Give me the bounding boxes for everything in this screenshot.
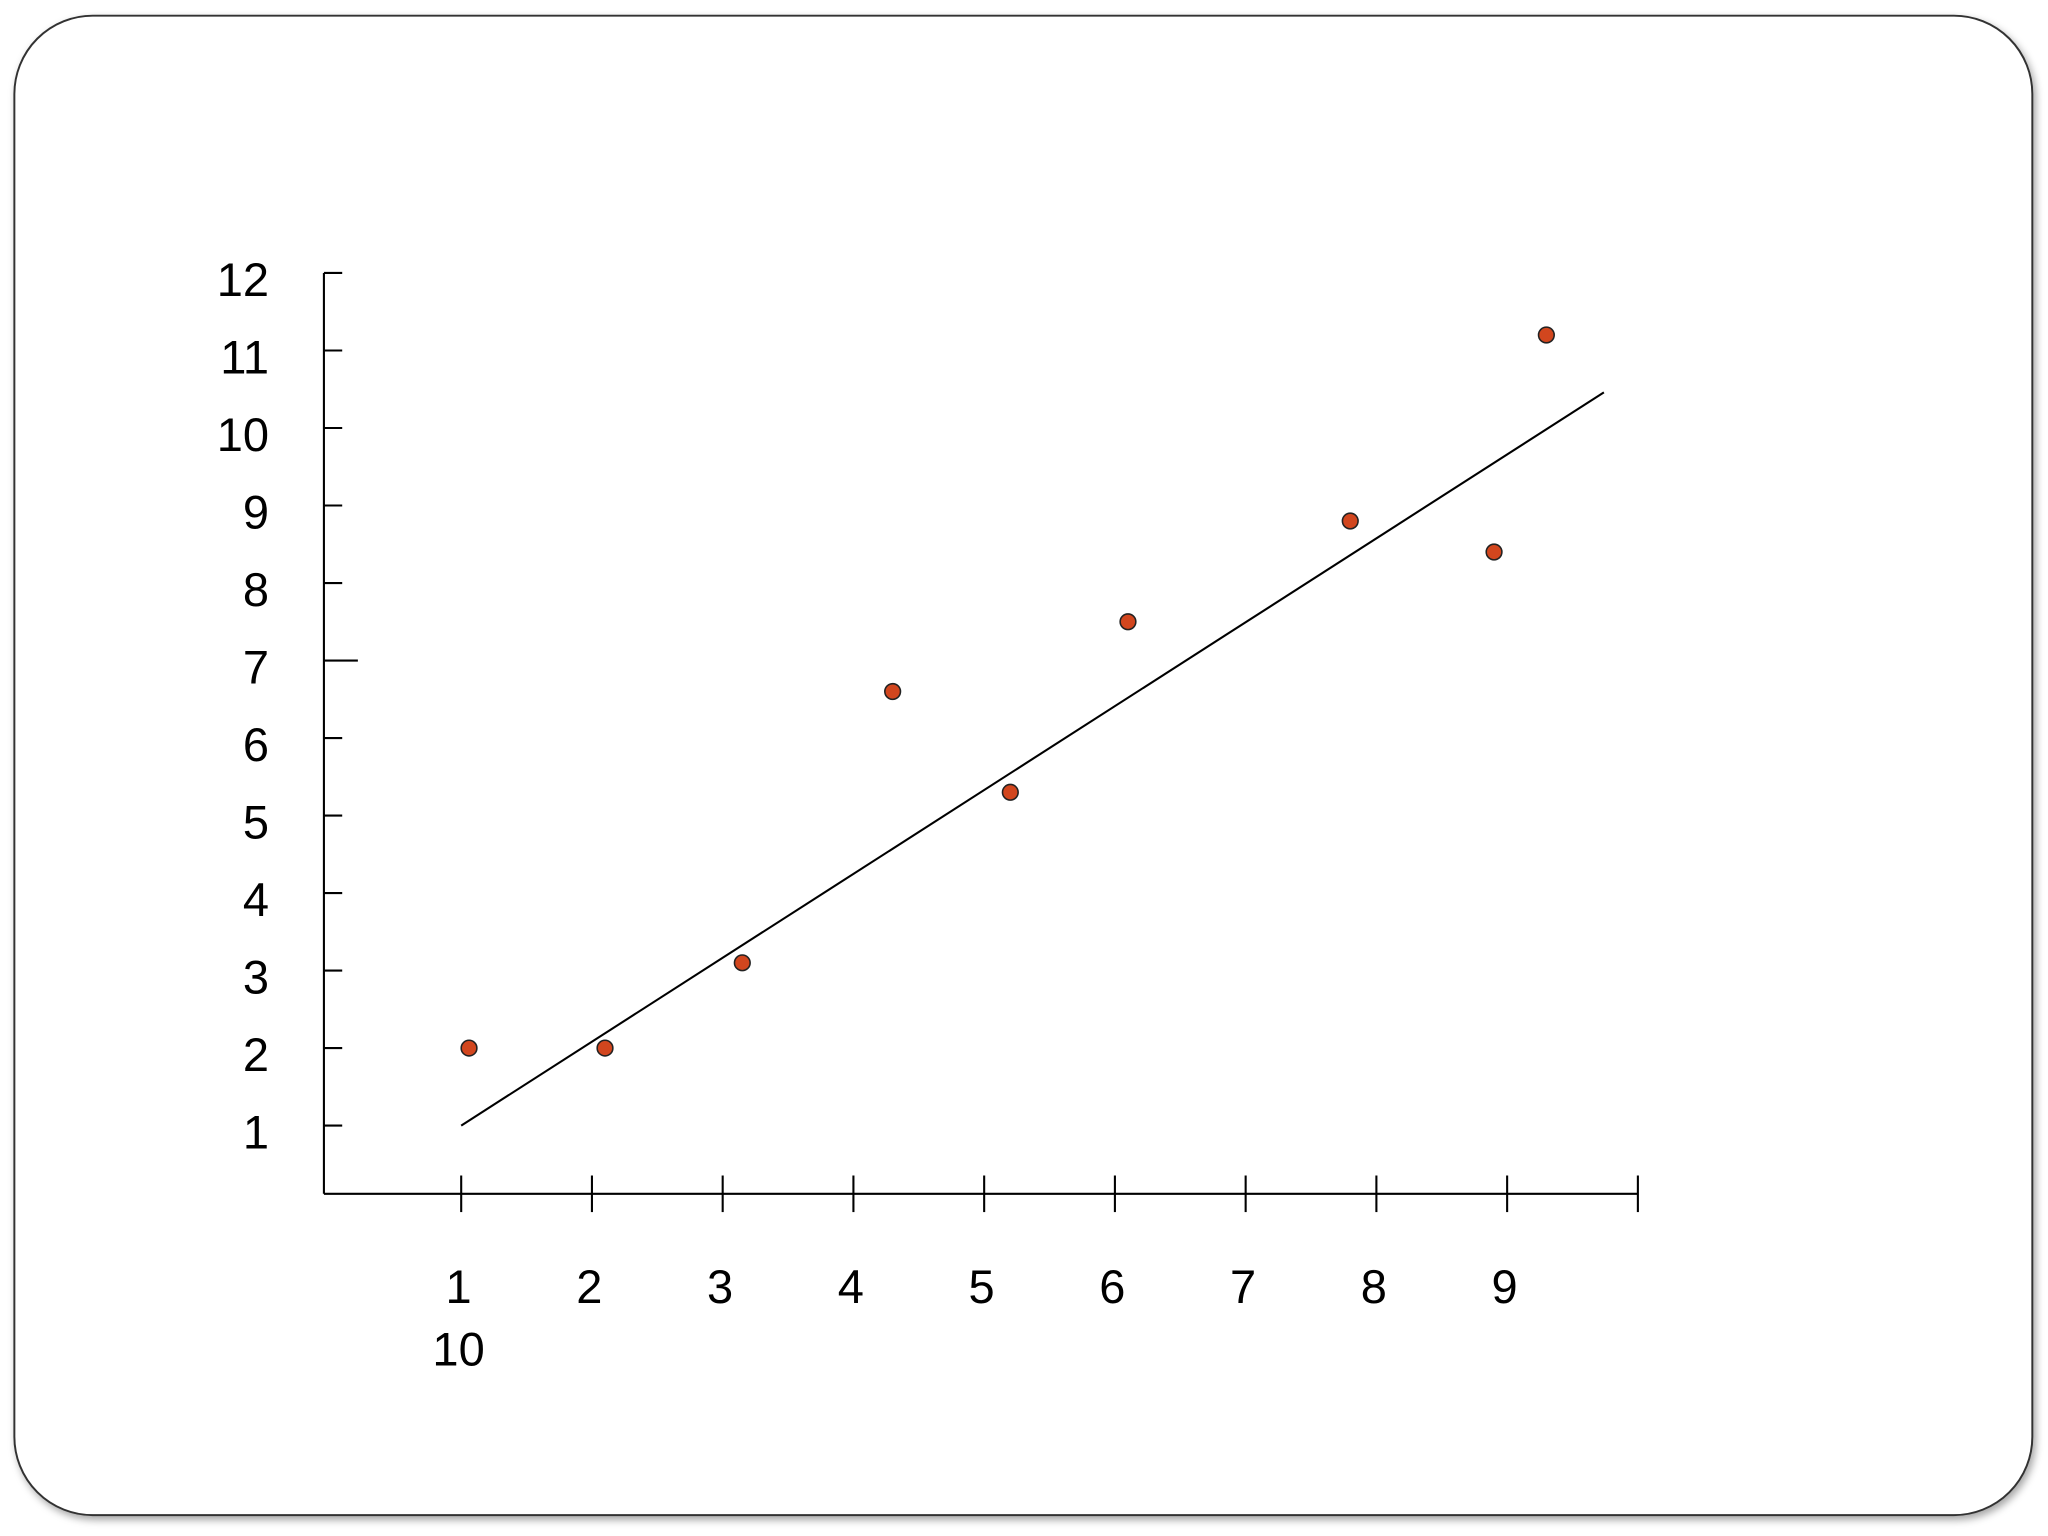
y-tick-label: 4 [243,873,269,926]
data-point [1341,512,1359,530]
x-tick-label: 10 [432,1323,484,1376]
y-tick-label: 12 [217,253,269,306]
x-tick-label: 3 [707,1260,733,1313]
data-point [1001,783,1019,801]
y-tick-label: 11 [220,330,269,383]
data-point [733,954,751,972]
y-tick-label: 5 [243,795,269,848]
x-tick-label: 1 [446,1260,472,1313]
data-point [460,1039,478,1057]
trend-line [460,391,1605,1127]
y-tick-label: 7 [243,640,269,693]
data-point [596,1039,614,1057]
x-tick-label: 6 [1099,1260,1125,1313]
x-tick-label: 7 [1230,1260,1256,1313]
y-tick-label: 2 [243,1028,269,1081]
y-tick-label: 10 [217,408,269,461]
x-tick-label: 4 [838,1260,864,1313]
y-tick-label: 9 [243,485,269,538]
data-point [884,682,902,701]
y-tick-label: 3 [243,950,269,1003]
data-point [1537,326,1555,344]
y-tick-label: 6 [243,718,269,771]
x-tick-label: 5 [968,1260,994,1313]
x-tick-label: 9 [1491,1260,1517,1313]
data-point [1485,543,1503,561]
y-tick-label: 8 [243,563,269,616]
y-tick-label: 1 [243,1105,269,1158]
x-tick-label: 2 [576,1260,602,1313]
data-point [1119,613,1137,631]
x-tick-label: 8 [1361,1260,1387,1313]
